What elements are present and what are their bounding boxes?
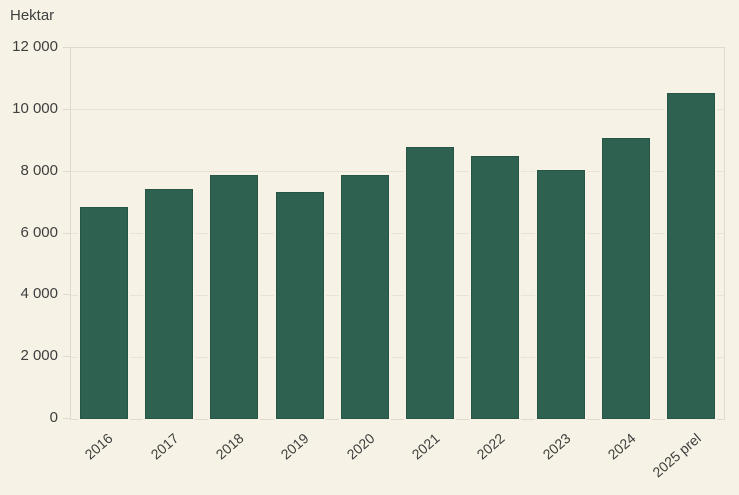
y-tick-label-2000: 2 000 bbox=[20, 347, 58, 365]
bar-2024[interactable] bbox=[602, 137, 651, 419]
bar-2018[interactable] bbox=[210, 174, 259, 419]
y-tick-6000 bbox=[63, 232, 70, 234]
y-tick-2000 bbox=[63, 356, 70, 358]
x-tick-label-2017: 2017 bbox=[147, 430, 182, 463]
y-tick-0 bbox=[63, 418, 70, 419]
gridline-2000 bbox=[71, 356, 724, 358]
y-tick-4000 bbox=[63, 294, 70, 296]
x-tick-label-2021: 2021 bbox=[408, 430, 443, 463]
bar-2016[interactable] bbox=[79, 207, 128, 419]
y-axis-title: Hektar bbox=[10, 7, 55, 24]
y-tick-label-8000: 8 000 bbox=[20, 161, 58, 179]
x-tick-label-2018: 2018 bbox=[212, 430, 247, 463]
gridline-8000 bbox=[71, 171, 724, 173]
bar-2023[interactable] bbox=[536, 170, 585, 419]
bar-2021[interactable] bbox=[406, 146, 455, 419]
x-tick-label-2019: 2019 bbox=[278, 430, 313, 463]
gridline-10000 bbox=[71, 109, 724, 111]
x-tick-label-2022: 2022 bbox=[473, 430, 508, 463]
y-tick-10000 bbox=[63, 108, 70, 110]
y-tick-label-10000: 10 000 bbox=[12, 99, 58, 117]
x-tick-label-2025-prel: 2025 prel bbox=[649, 430, 704, 481]
y-tick-label-0: 0 bbox=[49, 409, 58, 426]
plot-area bbox=[70, 47, 725, 420]
x-tick-label-2020: 2020 bbox=[343, 430, 378, 463]
bar-2019[interactable] bbox=[275, 191, 324, 419]
y-tick-12000 bbox=[63, 47, 70, 48]
y-tick-8000 bbox=[63, 170, 70, 172]
gridline-6000 bbox=[71, 233, 724, 234]
gridline-4000 bbox=[71, 294, 724, 296]
x-tick-label-2024: 2024 bbox=[604, 430, 639, 463]
bar-2017[interactable] bbox=[144, 188, 193, 419]
y-tick-label-4000: 4 000 bbox=[20, 285, 58, 303]
bar-2022[interactable] bbox=[471, 156, 520, 419]
y-tick-label-12000: 12 000 bbox=[12, 38, 58, 55]
bar-2020[interactable] bbox=[340, 174, 389, 419]
x-tick-label-2023: 2023 bbox=[539, 430, 574, 463]
y-tick-label-6000: 6 000 bbox=[20, 223, 58, 241]
bar-2025-prel[interactable] bbox=[667, 92, 716, 419]
x-tick-label-2016: 2016 bbox=[82, 430, 117, 463]
